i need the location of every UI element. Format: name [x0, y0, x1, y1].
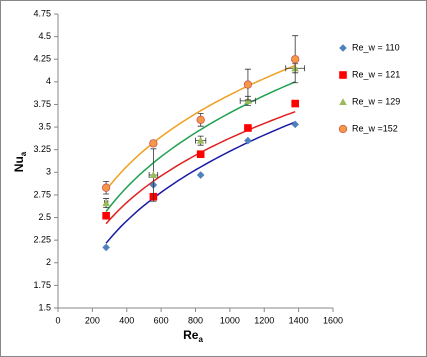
legend-label: Re_w = 129: [352, 96, 400, 106]
y-tick-label: 1.75: [33, 280, 51, 290]
point: [196, 171, 205, 179]
point: [102, 199, 110, 207]
x-tick-label: 0: [55, 315, 60, 325]
y-tick-label: 4.25: [33, 54, 51, 64]
point: [149, 171, 158, 179]
legend-marker: [339, 44, 347, 52]
y-tick-label: 4: [46, 76, 51, 86]
point: [149, 139, 158, 148]
point: [291, 55, 300, 64]
x-tick-label: 1000: [220, 315, 240, 325]
point: [244, 124, 252, 132]
x-tick-label: 400: [119, 315, 134, 325]
y-tick-label: 3.75: [33, 99, 51, 109]
y-tick-label: 3.25: [33, 144, 51, 154]
point: [196, 150, 205, 159]
trendline: [105, 64, 296, 191]
y-tick-label: 3.5: [38, 121, 51, 131]
trendline: [105, 81, 296, 212]
legend-marker: [338, 124, 348, 134]
legend-label: Re_w = 110: [352, 42, 400, 52]
point: [101, 183, 111, 192]
x-axis-label: Rea: [183, 328, 203, 344]
y-tick-label: 3: [46, 167, 51, 177]
y-tick-label: 2.5: [38, 212, 51, 222]
point: [244, 97, 252, 104]
y-tick-label: 2.25: [33, 235, 51, 245]
x-tick-label: 1400: [289, 315, 309, 325]
legend-label: Re_w =152: [352, 123, 398, 133]
point: [291, 120, 299, 129]
point: [196, 115, 205, 124]
legend-label: Re_w = 121: [352, 69, 400, 79]
legend-marker: [339, 98, 347, 106]
y-axis-label: Nua: [12, 151, 28, 172]
x-tick-label: 1200: [254, 315, 274, 325]
x-tick-label: 200: [85, 315, 100, 325]
x-tick-label: 800: [188, 315, 203, 325]
x-tick-label: 600: [154, 315, 169, 325]
point: [291, 99, 299, 108]
y-tick-label: 2.75: [33, 189, 51, 199]
y-tick-label: 2: [46, 257, 51, 267]
point: [244, 136, 252, 145]
y-tick-label: 4.75: [33, 8, 51, 18]
legend-marker: [339, 71, 347, 79]
point: [102, 243, 110, 252]
point: [102, 211, 110, 220]
point: [196, 136, 205, 144]
point: [243, 80, 253, 89]
y-tick-label: 1.5: [38, 302, 51, 312]
x-tick-label: 1600: [323, 315, 343, 325]
trendline: [105, 121, 296, 244]
y-tick-label: 4.5: [38, 31, 51, 41]
